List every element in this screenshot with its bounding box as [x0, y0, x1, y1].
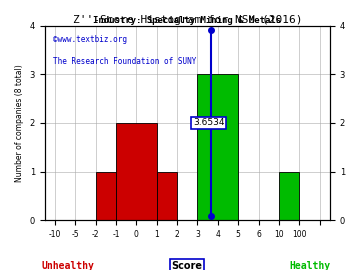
Y-axis label: Number of companies (8 total): Number of companies (8 total): [15, 64, 24, 182]
Bar: [198, 74, 238, 220]
Title: Z''-Score Histogram for NSU (2016): Z''-Score Histogram for NSU (2016): [72, 15, 302, 25]
Bar: [116, 123, 157, 220]
Text: The Research Foundation of SUNY: The Research Foundation of SUNY: [53, 57, 197, 66]
Bar: [157, 171, 177, 220]
Text: Score: Score: [172, 261, 203, 270]
Text: ©www.textbiz.org: ©www.textbiz.org: [53, 35, 127, 45]
Text: 3.6534: 3.6534: [193, 119, 225, 127]
Bar: [279, 171, 300, 220]
Text: Industry: Specialty Mining & Metals: Industry: Specialty Mining & Metals: [93, 16, 282, 25]
Text: Healthy: Healthy: [289, 261, 330, 270]
Text: Unhealthy: Unhealthy: [42, 261, 95, 270]
Bar: [96, 171, 116, 220]
